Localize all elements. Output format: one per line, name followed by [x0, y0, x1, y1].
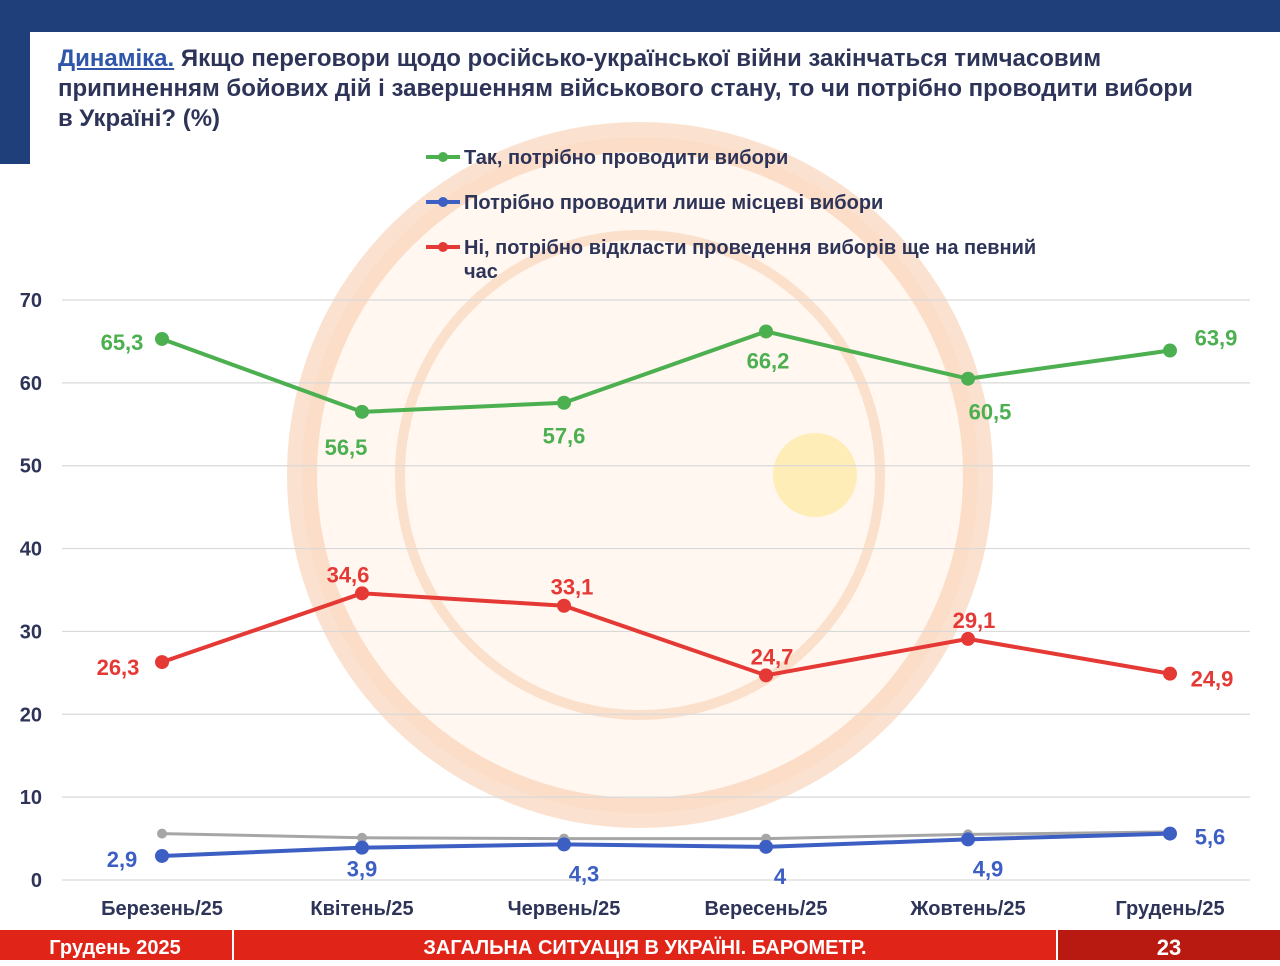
footer-date: Грудень 2025	[49, 937, 181, 959]
watermark-stamp	[287, 122, 993, 828]
data-label: 60,5	[969, 400, 1012, 425]
line-chart: 0 10 20 30 40 50 60 70 Березень/25 Квітень/25 Чер…	[20, 122, 1250, 920]
x-tick-label: Квітень/25	[310, 898, 413, 920]
footer-section-title: ЗАГАЛЬНА СИТУАЦІЯ В УКРАЇНІ. БАРОМЕТР.	[232, 930, 1058, 960]
left-accent-bar	[0, 32, 30, 164]
page-number: 23	[1058, 930, 1280, 960]
data-label: 56,5	[325, 435, 368, 460]
data-label: 63,9	[1195, 326, 1238, 351]
data-point	[357, 832, 367, 843]
series-line	[161, 831, 1171, 858]
series-0: 65,3 56,5 57,6 66,2 60,5 63,9	[101, 324, 1238, 460]
legend-item-1: Потрібно проводити лише місцеві вибори	[426, 192, 883, 214]
y-tick-label: 20	[20, 704, 42, 726]
data-point	[1163, 343, 1177, 358]
series-line	[161, 830, 1171, 841]
data-point	[155, 331, 169, 346]
data-label: 24,9	[1191, 667, 1234, 692]
x-axis: Березень/25 Квітень/25 Червень/25 Вересень/…	[101, 898, 1224, 920]
x-tick-label: Червень/25	[508, 898, 621, 920]
data-point	[557, 837, 571, 852]
data-point	[961, 832, 975, 847]
data-point	[759, 839, 773, 854]
x-tick-label: Жовтень/25	[909, 898, 1025, 920]
watermark-ring	[287, 122, 993, 828]
legend-swatch-dot	[438, 152, 448, 162]
data-label: 5,6	[1195, 825, 1226, 850]
data-point	[157, 828, 167, 839]
y-tick-label: 30	[20, 621, 42, 643]
series-line	[161, 591, 1171, 678]
data-label: 4,3	[569, 861, 600, 886]
y-tick-label: 50	[20, 456, 42, 478]
legend-label: час	[464, 261, 498, 283]
legend-label: Потрібно проводити лише місцеві вибори	[464, 192, 883, 214]
title-text: Якщо переговори щодо російсько-українськ…	[58, 45, 1193, 132]
legend-item-2: Ні, потрібно відкласти проведення виборі…	[426, 237, 1036, 283]
chart-title: Динаміка. Якщо переговори щодо російсько…	[58, 44, 1198, 134]
data-label: 26,3	[97, 655, 140, 680]
data-point	[961, 371, 975, 386]
y-axis: 0 10 20 30 40 50 60 70	[20, 290, 42, 892]
data-label: 2,9	[107, 847, 138, 872]
x-tick-label: Вересень/25	[704, 898, 827, 920]
series-3	[157, 826, 1175, 844]
top-bar	[0, 0, 1280, 32]
data-label: 57,6	[543, 424, 586, 449]
data-point	[961, 631, 975, 646]
data-label: 33,1	[551, 575, 594, 600]
data-label: 66,2	[747, 348, 790, 373]
footer-bar: Грудень 2025 ЗАГАЛЬНА СИТУАЦІЯ В УКРАЇНІ…	[0, 930, 1280, 960]
legend-swatch-dot	[438, 197, 448, 207]
title-lead: Динаміка.	[58, 45, 175, 72]
watermark-ring-inner	[395, 230, 885, 720]
data-label: 4,9	[973, 856, 1004, 881]
chart-legend: Так, потрібно проводити вибори Потрібно п…	[426, 147, 1036, 283]
data-point	[759, 324, 773, 339]
data-label: 34,6	[327, 562, 370, 587]
data-label: 65,3	[101, 330, 144, 355]
y-tick-label: 0	[31, 870, 42, 892]
data-point	[557, 395, 571, 410]
data-point	[759, 668, 773, 683]
y-tick-label: 10	[20, 787, 42, 809]
x-tick-label: Березень/25	[101, 898, 223, 920]
data-point	[355, 586, 369, 601]
legend-swatch-dot	[438, 242, 448, 252]
data-label: 3,9	[347, 857, 378, 882]
data-label: 24,7	[751, 644, 794, 669]
y-tick-label: 40	[20, 539, 42, 561]
series-2: 26,3 34,6 33,1 24,7 29,1 24,9	[97, 562, 1234, 691]
x-tick-label: Грудень/25	[1115, 898, 1224, 920]
data-point	[1163, 826, 1177, 841]
chart-grid	[62, 299, 1250, 881]
legend-label: Ні, потрібно відкласти проведення виборі…	[464, 237, 1036, 259]
data-label: 4	[774, 864, 787, 889]
data-point	[155, 655, 169, 670]
data-point	[1163, 666, 1177, 681]
legend-item-0: Так, потрібно проводити вибори	[426, 147, 788, 169]
watermark-badge-icon	[773, 433, 857, 517]
y-tick-label: 70	[20, 290, 42, 312]
data-point	[355, 404, 369, 419]
series-1: 2,9 3,9 4,3 4 4,9 5,6	[107, 825, 1226, 889]
data-label: 29,1	[953, 608, 996, 633]
y-tick-label: 60	[20, 373, 42, 395]
data-point	[355, 840, 369, 855]
series-line	[161, 329, 1171, 414]
legend-label: Так, потрібно проводити вибори	[464, 147, 788, 169]
data-point	[557, 598, 571, 613]
chart-series: 65,3 56,5 57,6 66,2 60,5 63,9 26,3 34,6 33,1 24,7…	[97, 324, 1238, 889]
data-point	[155, 848, 169, 863]
